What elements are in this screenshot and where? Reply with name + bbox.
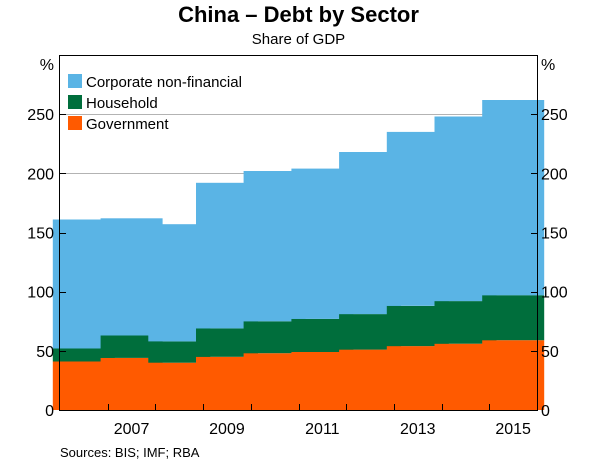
x-tick-label: 2007 — [114, 421, 150, 438]
axes: 0 0 50 50 100 100 150 150 200 200 250 250% % 2007 2009… — [27, 57, 568, 438]
y-tick-label-left: 0 — [45, 403, 54, 420]
y-tick-label-right: 0 — [541, 403, 550, 420]
bar-segment-household-2008 — [148, 341, 211, 363]
bar-segment-household-2007 — [100, 335, 163, 358]
y-tick-label-right: 100 — [541, 285, 568, 302]
y-unit-right: % — [541, 57, 555, 74]
x-tick-label: 2011 — [305, 421, 340, 438]
y-tick-label-right: 250 — [541, 107, 568, 124]
legend-label-corporate-non-financial: Corporate non-financial — [86, 74, 242, 91]
legend-swatch-government — [68, 116, 82, 130]
y-tick-label-right: 50 — [541, 344, 559, 361]
bar-segment-corporate-non-financial-2015 — [482, 100, 545, 296]
bar-segment-household-2006 — [52, 348, 115, 362]
x-tick-label: 2015 — [495, 421, 531, 438]
y-tick-label-left: 100 — [27, 285, 54, 302]
bar-segment-household-2015 — [482, 295, 545, 341]
y-tick-label-left: 200 — [27, 166, 54, 183]
legend-label-household: Household — [86, 95, 158, 112]
legend: Corporate non-financial Household Governme… — [68, 74, 242, 133]
bar-segment-government-2015 — [482, 340, 545, 410]
bar-stacks — [52, 100, 545, 411]
legend-label-government: Government — [86, 116, 169, 133]
chart-subtitle: Share of GDP — [251, 31, 346, 48]
legend-swatch-household — [68, 95, 82, 109]
source-note: Sources: BIS; IMF; RBA — [60, 445, 200, 460]
chart-title: China – Debt by Sector — [178, 2, 419, 27]
legend-swatch-corporate-non-financial — [68, 74, 82, 88]
y-tick-label-left: 150 — [27, 226, 54, 243]
x-tick-label: 2013 — [400, 421, 436, 438]
y-unit-left: % — [40, 57, 54, 74]
plot-frame — [59, 55, 538, 411]
y-tick-label-right: 200 — [541, 166, 568, 183]
y-tick-label-left: 250 — [27, 107, 54, 124]
y-tick-label-right: 150 — [541, 226, 568, 243]
x-tick-label: 2009 — [209, 421, 245, 438]
y-tick-label-left: 50 — [36, 344, 54, 361]
